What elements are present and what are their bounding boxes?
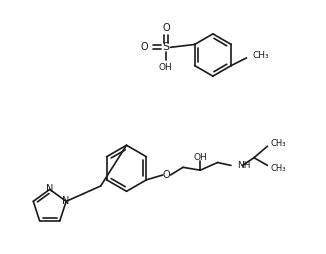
Text: CH₃: CH₃ [270, 164, 286, 173]
Text: CH₃: CH₃ [270, 139, 286, 148]
Text: CH₃: CH₃ [252, 51, 269, 59]
Text: OH: OH [193, 153, 207, 162]
Text: N: N [46, 184, 53, 194]
Text: NH: NH [237, 161, 250, 170]
Text: N: N [63, 196, 70, 206]
Text: O: O [162, 23, 170, 33]
Text: O: O [141, 42, 149, 52]
Text: OH: OH [159, 63, 173, 72]
Text: O: O [163, 170, 170, 180]
Text: S: S [162, 42, 170, 52]
